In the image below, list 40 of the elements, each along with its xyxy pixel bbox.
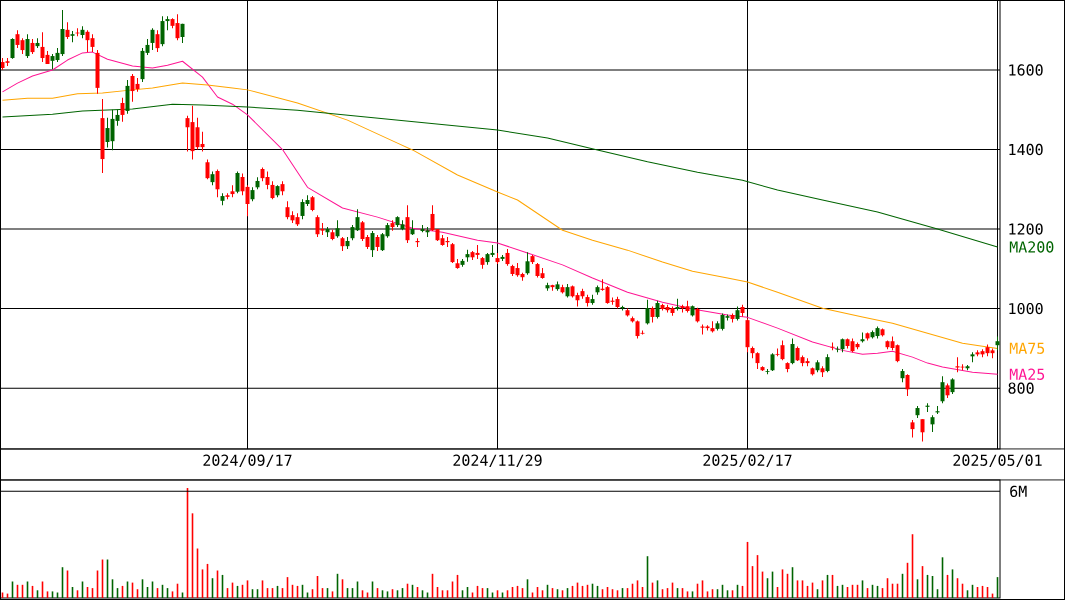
ref-line-label: 6M — [1010, 485, 1027, 498]
candlestick — [235, 170, 240, 194]
candlestick — [175, 13, 180, 41]
candlestick — [940, 375, 945, 404]
candlestick — [120, 97, 125, 123]
y-tick-label: 800 — [1008, 382, 1034, 394]
candlestick — [155, 29, 160, 53]
candlestick — [180, 23, 185, 44]
y-tick-label: 1400 — [1009, 143, 1043, 156]
candlestick — [905, 373, 910, 397]
candlestick — [95, 49, 100, 95]
series-label: MA200 — [1009, 241, 1054, 253]
candlestick — [645, 299, 650, 326]
candlestick — [525, 251, 530, 276]
candlestick — [790, 337, 795, 365]
line-series — [2, 51, 999, 375]
series-label: MA75 — [1009, 342, 1045, 354]
y-tick-label: 1000 — [1009, 302, 1043, 315]
candlestick — [370, 230, 375, 258]
candlestick — [25, 33, 30, 59]
x-tick-label: 2025/05/01 — [953, 454, 1042, 468]
candlestick — [780, 339, 785, 361]
candlestick — [450, 242, 455, 264]
x-tick-label: 2025/02/17 — [703, 454, 792, 468]
candlestick — [60, 9, 65, 57]
x-tick-label: 2024/11/29 — [453, 454, 542, 468]
y-tick-label: 1200 — [1009, 223, 1043, 235]
series-label: MA25 — [1009, 368, 1045, 380]
candlestick — [200, 131, 205, 153]
candlestick — [160, 15, 165, 47]
candlestick — [405, 204, 410, 244]
x-tick-label: 2024/09/17 — [203, 454, 292, 468]
candlestick — [205, 158, 210, 180]
candlestick — [745, 318, 750, 353]
candlestick — [100, 98, 105, 174]
candlestick — [215, 168, 220, 198]
candlestick — [920, 418, 925, 442]
candlestick — [10, 37, 15, 60]
y-tick-label: 1600 — [1009, 64, 1043, 76]
candlestick — [150, 27, 155, 51]
